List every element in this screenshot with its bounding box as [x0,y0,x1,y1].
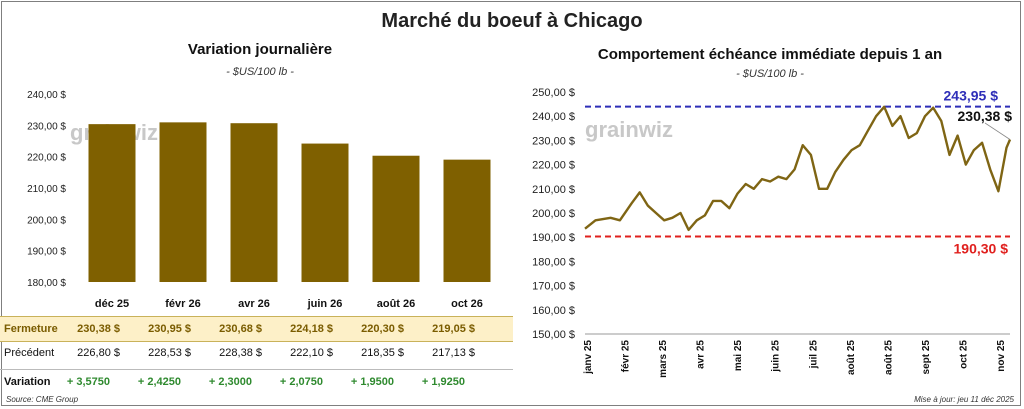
x-tick-label: févr 26 [165,298,200,310]
bar-chart-subtitle: - $US/100 lb - [226,66,294,78]
close-value: 230,95 $ [148,323,191,335]
y-tick-label: 150,00 $ [532,329,575,341]
source-note: Source: CME Group [6,395,79,404]
variation-value: + 1,9250 [421,376,465,388]
x-tick-label: avr 25 [696,340,707,369]
y-tick-label: 180,00 $ [27,278,66,289]
x-tick-label: févr 25 [621,340,632,373]
y-tick-label: 250,00 $ [532,87,575,99]
variation-value: + 3,5750 [66,376,110,388]
y-tick-label: 210,00 $ [27,184,66,195]
x-tick-label: juin 25 [771,340,782,373]
x-tick-label: avr 26 [238,298,270,310]
x-tick-label: août 25 [883,340,894,375]
bar-chart: 180,00 $ 190,00 $ 200,00 $ 210,00 $ 220,00 $… [27,90,491,310]
variation-value: + 1,9500 [350,376,394,388]
line-chart-subtitle: - $US/100 lb - [736,68,804,80]
close-value: 224,18 $ [290,323,333,335]
close-value: 230,68 $ [219,323,262,335]
bar [230,123,278,282]
previous-value: 217,13 $ [432,347,475,359]
y-tick-label: 230,00 $ [532,135,575,147]
bar [159,122,207,283]
close-value: 220,30 $ [361,323,404,335]
previous-value: 228,38 $ [219,347,262,359]
previous-value: 226,80 $ [77,347,120,359]
y-tick-label: 170,00 $ [532,281,575,293]
previous-value: 228,53 $ [148,347,191,359]
watermark-logo: grainwiz [585,117,673,142]
y-tick-label: 220,00 $ [532,160,575,172]
y-tick-label: 200,00 $ [532,208,575,220]
variation-label: Variation [4,376,51,388]
last-value-leader [984,122,1011,140]
previous-value: 222,10 $ [290,347,333,359]
low-label: 190,30 $ [954,240,1009,256]
x-tick-label: juin 26 [307,298,343,310]
x-tick-label: août 25 [846,340,857,375]
y-tick-label: 160,00 $ [532,305,575,317]
y-tick-label: 180,00 $ [532,256,575,268]
y-tick-label: 200,00 $ [27,215,66,226]
bar [443,159,491,282]
x-tick-label: oct 26 [451,298,483,310]
previous-label: Précédent [4,347,55,359]
last-value-label: 230,38 $ [958,108,1013,124]
x-tick-label: mars 25 [658,340,669,378]
line-chart-title: Comportement échéance immédiate depuis 1… [597,46,943,63]
bar [88,124,136,282]
y-tick-label: 220,00 $ [27,153,66,164]
x-tick-label: oct 25 [958,340,969,369]
line-chart: 150,00 $ 160,00 $ 170,00 $ 180,00 $ 190,00 $… [532,87,1013,378]
close-value: 230,38 $ [77,323,120,335]
bar [372,155,420,282]
y-tick-label: 240,00 $ [532,111,575,123]
x-tick-label: sept 25 [921,340,932,375]
bar-chart-title: Variation journalière [187,41,333,58]
table-row-variation: Variation + 3,5750 + 2,4250 + 2,3000 + 2… [0,369,513,394]
x-tick-label: juil 25 [808,340,819,370]
x-tick-label: nov 25 [996,340,1007,372]
variation-value: + 2,0750 [279,376,323,388]
y-tick-label: 210,00 $ [532,184,575,196]
table-row-previous: Précédent 226,80 $ 228,53 $ 228,38 $ 222… [0,341,513,365]
y-tick-label: 190,00 $ [532,232,575,244]
y-tick-label: 190,00 $ [27,247,66,258]
x-tick-label: janv 25 [583,340,594,375]
high-label: 243,95 $ [944,88,999,104]
y-tick-label: 240,00 $ [27,90,66,101]
table-row-close: Fermeture 230,38 $ 230,95 $ 230,68 $ 224… [0,316,513,342]
previous-value: 218,35 $ [361,347,404,359]
price-line [584,105,1012,232]
x-tick-label: déc 25 [95,298,129,310]
update-note: Mise à jour: jeu 11 déc 2025 [914,395,1014,404]
x-tick-label: août 26 [377,298,416,310]
main-title: Marché du boeuf à Chicago [381,10,643,32]
close-label: Fermeture [4,323,58,335]
variation-value: + 2,3000 [208,376,252,388]
close-value: 219,05 $ [432,323,475,335]
y-tick-label: 230,00 $ [27,121,66,132]
bar [301,143,349,282]
variation-value: + 2,4250 [137,376,181,388]
x-tick-label: mai 25 [733,340,744,372]
